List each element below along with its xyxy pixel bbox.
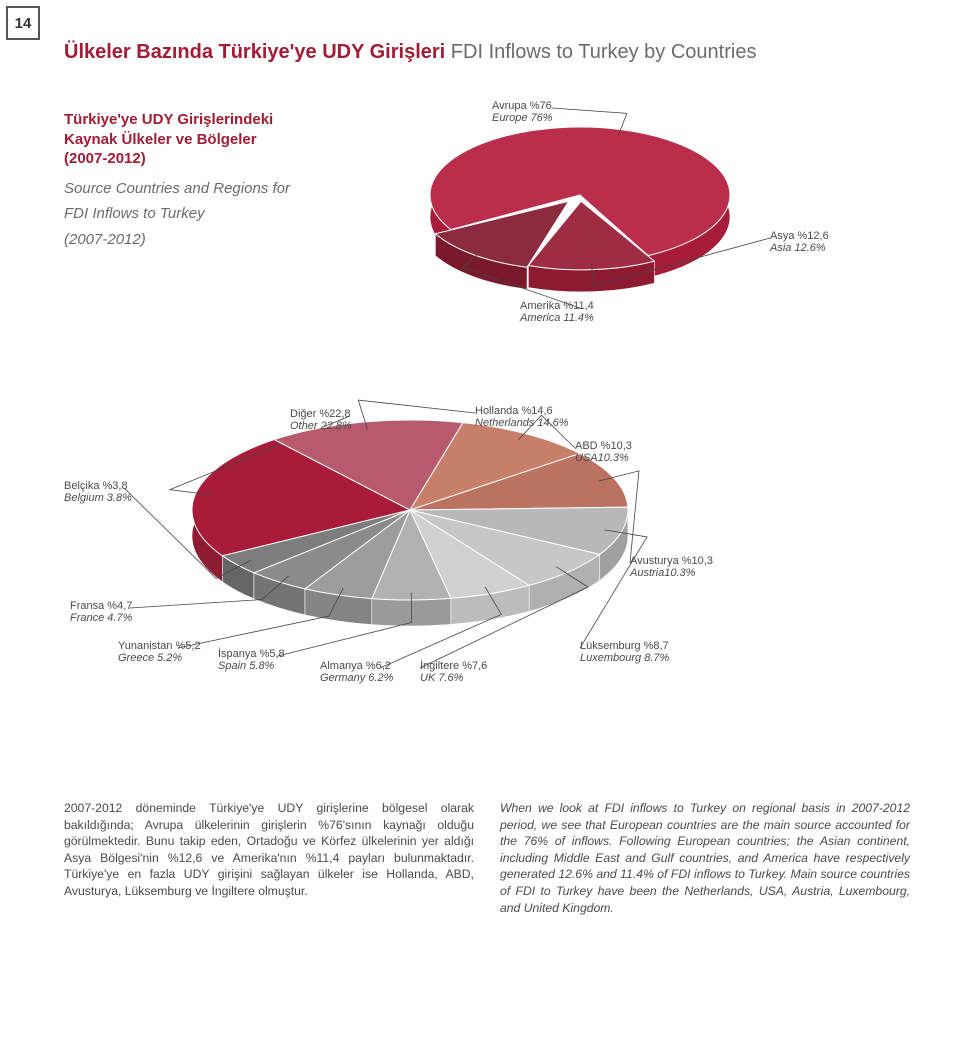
pie-label-en-uk: UK 7.6% <box>420 672 487 684</box>
pie-label-tr-other: Diğer %22,8 <box>290 408 352 420</box>
body-text-tr: 2007-2012 döneminde Türkiye'ye UDY giriş… <box>64 800 474 900</box>
pie-label-netherlands: Hollanda %14,6Netherlands 14.6% <box>475 405 569 429</box>
pie-label-tr-germany: Almanya %6,2 <box>320 660 393 672</box>
pie-label-france: Fransa %4,7France 4.7% <box>70 600 132 624</box>
pie-label-belgium: Belçika %3,8Belgium 3.8% <box>64 480 132 504</box>
pie-label-spain: İspanya %5,8Spain 5.8% <box>218 648 285 672</box>
pie-label-tr-usa: ABD %10,3 <box>575 440 632 452</box>
pie-label-en-luxembourg: Luxembourg 8.7% <box>580 652 669 664</box>
pie-label-greece: Yunanistan %5,2Greece 5.2% <box>118 640 201 664</box>
pie-label-uk: İngiltere %7,6UK 7.6% <box>420 660 487 684</box>
pie-label-usa: ABD %10,3USA10.3% <box>575 440 632 464</box>
pie-label-en-other: Other 22.8% <box>290 420 352 432</box>
pie-label-en-greece: Greece 5.2% <box>118 652 201 664</box>
pie-label-tr-uk: İngiltere %7,6 <box>420 660 487 672</box>
pie-label-luxembourg: Lüksemburg %8,7Luxembourg 8.7% <box>580 640 669 664</box>
pie-label-tr-netherlands: Hollanda %14,6 <box>475 405 569 417</box>
pie-label-tr-spain: İspanya %5,8 <box>218 648 285 660</box>
pie-label-en-usa: USA10.3% <box>575 452 632 464</box>
pie-label-austria: Avusturya %10,3Austria10.3% <box>630 555 713 579</box>
pie-label-tr-austria: Avusturya %10,3 <box>630 555 713 567</box>
pie-label-germany: Almanya %6,2Germany 6.2% <box>320 660 393 684</box>
pie-label-tr-greece: Yunanistan %5,2 <box>118 640 201 652</box>
pie-label-tr-france: Fransa %4,7 <box>70 600 132 612</box>
pie-label-other: Diğer %22,8Other 22.8% <box>290 408 352 432</box>
pie-label-en-spain: Spain 5.8% <box>218 660 285 672</box>
pie-label-en-belgium: Belgium 3.8% <box>64 492 132 504</box>
pie-label-en-austria: Austria10.3% <box>630 567 713 579</box>
pie-label-tr-belgium: Belçika %3,8 <box>64 480 132 492</box>
countries-pie-chart: Diğer %22,8Other 22.8% Hollanda %14,6Neth… <box>0 0 960 740</box>
body-text-en: When we look at FDI inflows to Turkey on… <box>500 800 910 916</box>
pie-label-en-france: France 4.7% <box>70 612 132 624</box>
pie-label-tr-luxembourg: Lüksemburg %8,7 <box>580 640 669 652</box>
pie-label-en-netherlands: Netherlands 14.6% <box>475 417 569 429</box>
pie-label-en-germany: Germany 6.2% <box>320 672 393 684</box>
